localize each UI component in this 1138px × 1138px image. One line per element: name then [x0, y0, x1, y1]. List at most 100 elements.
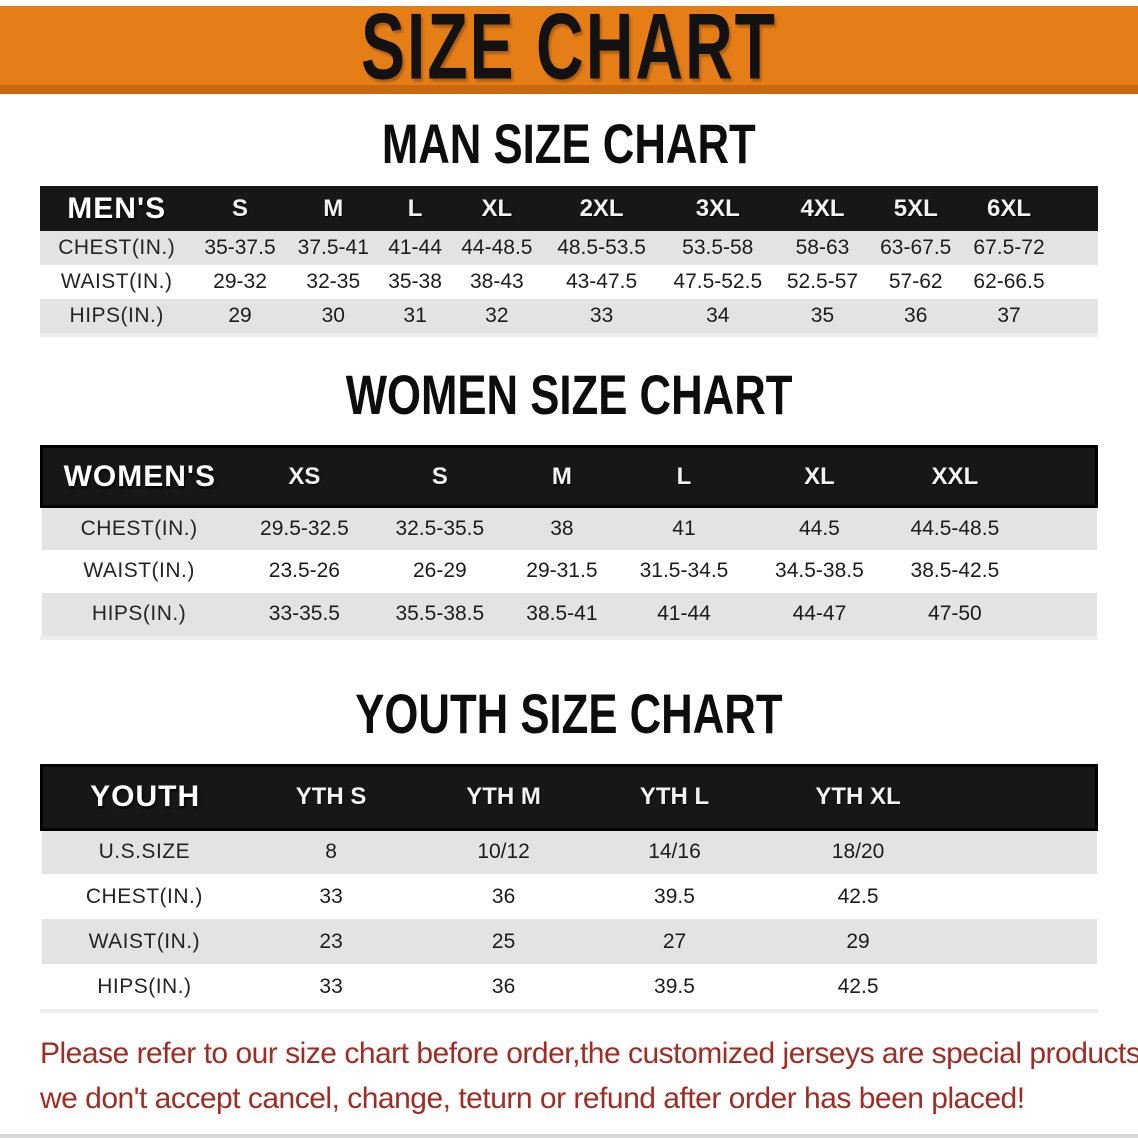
measurement-row-label: U.S.SIZE: [98, 840, 191, 864]
measurement-value: 35-38: [388, 270, 442, 293]
measurement-value: 52.5-57: [786, 270, 859, 293]
table-row: U.S.SIZE 8 10/12 14/16 18/20: [41, 829, 1097, 874]
measurement-value: 48.5-53.5: [557, 236, 646, 259]
measurement-value: 47.5-52.5: [673, 270, 763, 293]
measurement-value: 35: [810, 304, 835, 327]
table-header-row: YOUTH YTH S YTH M YTH L YTH XL: [41, 765, 1097, 829]
measurement-row-label: WAIST(IN.): [83, 559, 195, 582]
size-column-header: S: [232, 194, 249, 222]
measurement-value: 38-43: [470, 270, 524, 293]
size-column-header: M: [551, 462, 572, 490]
size-column-header: XS: [288, 462, 321, 490]
measurement-value: 57-62: [888, 270, 943, 293]
measurement-value: 41-44: [388, 236, 442, 259]
table-header-row: WOMEN'S XS S M L XL XXL: [41, 446, 1097, 507]
measurement-value: 38.5-41: [526, 602, 598, 625]
measurement-value: 31.5-34.5: [639, 559, 729, 582]
size-column-header: YTH S: [295, 783, 367, 810]
measurement-value: 10/12: [477, 840, 530, 864]
size-column-header: S: [431, 462, 448, 490]
measurement-value: 23.5-26: [268, 559, 340, 582]
row-spacer-cell: [959, 964, 1096, 1009]
measurement-value: 36: [491, 974, 516, 998]
measurement-value: 18/20: [831, 840, 885, 864]
measurement-row-label: CHEST(IN.): [58, 236, 176, 259]
measurement-value: 32-35: [306, 270, 361, 293]
measurement-row-label: HIPS(IN.): [91, 602, 187, 625]
table-row: CHEST(IN.) 29.5-32.5 32.5-35.5 38 41 44.5 44.5…: [41, 506, 1097, 550]
header-spacer-cell: [959, 765, 1096, 829]
measurement-value: 36: [904, 304, 928, 327]
measurement-value: 33: [319, 884, 343, 908]
measurement-value: 62-66.5: [973, 270, 1045, 293]
measurement-value: 39.5: [654, 974, 695, 998]
size-column-header: YTH L: [639, 783, 710, 810]
size-column-header: 6XL: [987, 194, 1032, 222]
measurement-value: 44-48.5: [461, 236, 533, 259]
youth-size-table: YOUTH YTH S YTH M YTH L YTH XL U.S.SIZE 8 10/12…: [40, 764, 1098, 1009]
size-column-header: YTH XL: [815, 783, 901, 810]
size-column-header: L: [676, 462, 692, 490]
measurement-value: 67.5-72: [973, 236, 1045, 259]
measurement-value: 27: [662, 929, 687, 953]
measurement-value: 8: [325, 840, 337, 864]
row-spacer-cell: [959, 919, 1096, 964]
measurement-value: 34.5-38.5: [775, 559, 864, 582]
measurement-value: 23: [319, 929, 343, 953]
measurement-value: 32.5-35.5: [395, 516, 485, 540]
measurement-value: 36: [491, 884, 516, 908]
size-column-header: 5XL: [893, 194, 938, 222]
header-spacer-cell: [1056, 186, 1098, 231]
row-spacer-cell: [1056, 231, 1098, 265]
measurement-row-label: WAIST(IN.): [88, 929, 201, 953]
row-spacer-cell: [1023, 550, 1097, 593]
table-row: CHEST(IN.) 35-37.5 37.5-41 41-44 44-48.5 48.5…: [40, 231, 1098, 265]
measurement-value: 33: [319, 974, 343, 998]
measurement-value: 37.5-41: [297, 236, 369, 259]
table-corner-label: MEN'S: [67, 191, 167, 225]
measurement-value: 43-47.5: [565, 270, 638, 293]
measurement-row-label: HIPS(IN.): [69, 304, 164, 327]
table-corner-label: WOMEN'S: [63, 459, 217, 493]
table-row: HIPS(IN.) 33-35.5 35.5-38.5 38.5-41 41-44 44-…: [41, 592, 1097, 636]
measurement-value: 33-35.5: [268, 602, 340, 625]
header-spacer-cell: [1023, 447, 1097, 507]
measurement-value: 25: [491, 929, 516, 953]
measurement-value: 26-29: [412, 559, 467, 582]
size-column-header: YTH M: [466, 783, 541, 810]
row-spacer-cell: [1056, 299, 1098, 333]
size-column-header: XL: [481, 194, 513, 222]
measurement-value: 38.5-42.5: [910, 559, 1000, 582]
women-size-table: WOMEN'S XS S M L XL XXL CHEST(IN.) 29.5-32.5 32.5…: [40, 445, 1098, 636]
measurement-value: 41-44: [657, 602, 711, 625]
measurement-value: 31: [403, 304, 427, 327]
size-chart-banner: SIZE CHART: [0, 0, 1138, 98]
measurement-value: 29-31.5: [526, 559, 598, 582]
size-column-header: XL: [804, 462, 835, 490]
measurement-value: 29.5-32.5: [260, 516, 349, 540]
measurement-value: 42.5: [837, 974, 879, 998]
men-size-table: MEN'S S M L XL 2XL 3XL 4XL 5XL 6XL CHEST(IN.) 35-37…: [40, 186, 1098, 333]
row-spacer-cell: [1023, 507, 1097, 550]
measurement-value: 32: [485, 304, 509, 327]
measurement-row-label: CHEST(IN.): [80, 516, 198, 540]
table-row: WAIST(IN.) 23 25 27 29: [41, 919, 1097, 964]
banner-title: SIZE CHART: [361, 0, 777, 99]
measurement-value: 39.5: [654, 884, 695, 908]
measurement-value: 37: [997, 304, 1021, 327]
men-section-title: MAN SIZE CHART: [382, 112, 756, 176]
women-size-section: WOMEN SIZE CHART WOMEN'S XS S M L XL XXL CHEST(…: [0, 363, 1138, 636]
size-column-header: L: [407, 194, 423, 222]
youth-size-section: YOUTH SIZE CHART YOUTH YTH S YTH M YTH L YTH…: [0, 682, 1138, 1009]
youth-section-title: YOUTH SIZE CHART: [355, 682, 783, 745]
measurement-row-label: WAIST(IN.): [60, 270, 173, 293]
measurement-value: 63-67.5: [880, 236, 952, 259]
measurement-value: 58-63: [795, 236, 850, 259]
measurement-value: 38: [550, 516, 574, 540]
table-row: WAIST(IN.) 29-32 32-35 35-38 38-43 43-47.5 47.…: [40, 265, 1098, 299]
men-size-section: MAN SIZE CHART MEN'S S M L XL 2XL 3XL 4XL 5XL 6XL…: [0, 112, 1138, 333]
measurement-value: 29-32: [213, 270, 267, 293]
women-section-title: WOMEN SIZE CHART: [345, 363, 793, 427]
row-spacer-cell: [1023, 593, 1097, 636]
measurement-row-label: CHEST(IN.): [85, 884, 203, 908]
